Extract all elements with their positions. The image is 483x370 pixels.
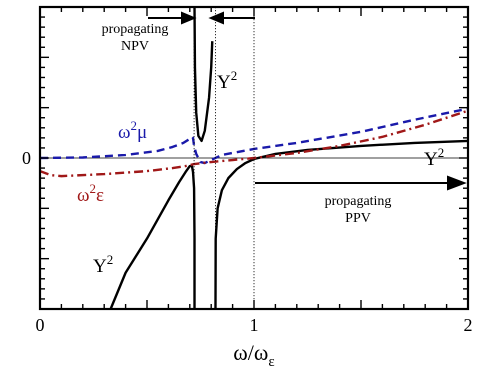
series-0-segment-0: [109, 164, 196, 310]
ppv-label-line1: propagating: [325, 194, 392, 209]
y-tick-label-0: 0: [22, 148, 31, 168]
curves-layer: [39, 6, 469, 310]
ppv-label-line2: PPV: [345, 211, 371, 226]
ticks-layer: 0 1 2 0: [22, 6, 473, 335]
npv-label-line1: propagating: [102, 22, 169, 37]
x-tick-label-0: 0: [36, 315, 45, 335]
series-0-segment-1: [193, 6, 214, 143]
series-0-segment-2: [214, 139, 469, 310]
x-axis-label: ω/ωε: [233, 340, 274, 370]
x-tick-label-1: 1: [250, 315, 259, 335]
ppv-band-arrow: [255, 175, 467, 191]
y2-right-label: Y2: [424, 145, 444, 170]
reference-lines-layer: [193, 7, 255, 309]
omega2-mu-label: ω2μ: [118, 118, 147, 143]
omega2-eps-label: ω2ε: [77, 181, 104, 206]
npv-band-arrows: [148, 11, 255, 25]
y2-lower-label: Y2: [93, 252, 113, 277]
x-tick-label-2: 2: [464, 315, 473, 335]
series-1-segment-0: [39, 107, 469, 165]
y2-upper-label: Y2: [217, 68, 237, 93]
series-2-segment-0: [39, 109, 469, 178]
npv-label-line2: NPV: [121, 39, 149, 54]
